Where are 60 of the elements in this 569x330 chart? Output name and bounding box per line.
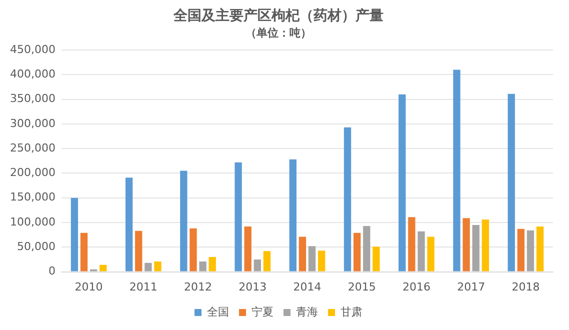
bar xyxy=(298,236,306,272)
x-tick-label: 2016 xyxy=(402,280,430,294)
chart-subtitle: （单位：吨） xyxy=(246,26,312,40)
y-tick-label: 400,000 xyxy=(10,68,56,81)
bar xyxy=(344,127,352,272)
bar xyxy=(472,224,480,272)
bar xyxy=(372,246,380,272)
bar xyxy=(100,264,107,272)
bar xyxy=(526,230,534,272)
bar xyxy=(308,246,316,272)
y-tick-label: 350,000 xyxy=(10,92,56,106)
legend-label: 全国 xyxy=(207,305,229,318)
y-tick-label: 250,000 xyxy=(10,141,56,154)
x-tick-label: 2018 xyxy=(512,280,540,294)
legend-label: 青海 xyxy=(296,305,318,318)
bar xyxy=(427,236,434,272)
y-tick-label: 300,000 xyxy=(10,116,56,130)
bar xyxy=(244,226,252,272)
bar xyxy=(125,178,133,272)
bar xyxy=(353,232,361,272)
x-tick-label: 2015 xyxy=(348,280,376,294)
bar xyxy=(80,232,88,272)
bar xyxy=(482,220,489,272)
y-tick-label: 0 xyxy=(48,264,56,278)
x-tick-label: 2012 xyxy=(184,280,212,294)
bar xyxy=(453,70,460,272)
legend-label: 宁夏 xyxy=(252,305,274,318)
chart-title: 全国及主要产区枸杞（药材）产量 xyxy=(172,7,384,24)
bar xyxy=(254,259,261,272)
y-tick-label: 200,000 xyxy=(10,166,56,180)
bar xyxy=(508,94,515,272)
x-tick-label: 2013 xyxy=(238,280,267,294)
y-tick-label: 150,000 xyxy=(10,190,56,204)
bar xyxy=(199,261,206,272)
y-tick-label: 100,000 xyxy=(10,215,56,228)
bar xyxy=(135,230,142,272)
bar xyxy=(208,257,216,272)
y-tick-label: 50,000 xyxy=(16,240,56,254)
x-tick-label: 2011 xyxy=(129,280,158,294)
x-tick-label: 2010 xyxy=(74,280,103,294)
bar xyxy=(190,228,197,272)
legend-label: 甘肃 xyxy=(340,305,362,318)
x-tick-label: 2017 xyxy=(457,280,486,294)
bar xyxy=(318,250,326,272)
bar xyxy=(408,217,416,272)
bar xyxy=(234,162,242,272)
bar xyxy=(263,251,271,272)
x-tick-label: 2014 xyxy=(293,280,322,294)
bar xyxy=(398,94,406,272)
bar xyxy=(180,170,188,272)
bar xyxy=(289,159,296,272)
bar xyxy=(462,218,470,272)
bar xyxy=(363,226,370,272)
bar xyxy=(70,198,78,272)
bar xyxy=(154,261,162,272)
bar xyxy=(418,231,425,272)
y-tick-label: 450,000 xyxy=(10,42,56,56)
bar xyxy=(144,262,152,272)
bar xyxy=(517,228,524,272)
bar xyxy=(536,226,544,272)
